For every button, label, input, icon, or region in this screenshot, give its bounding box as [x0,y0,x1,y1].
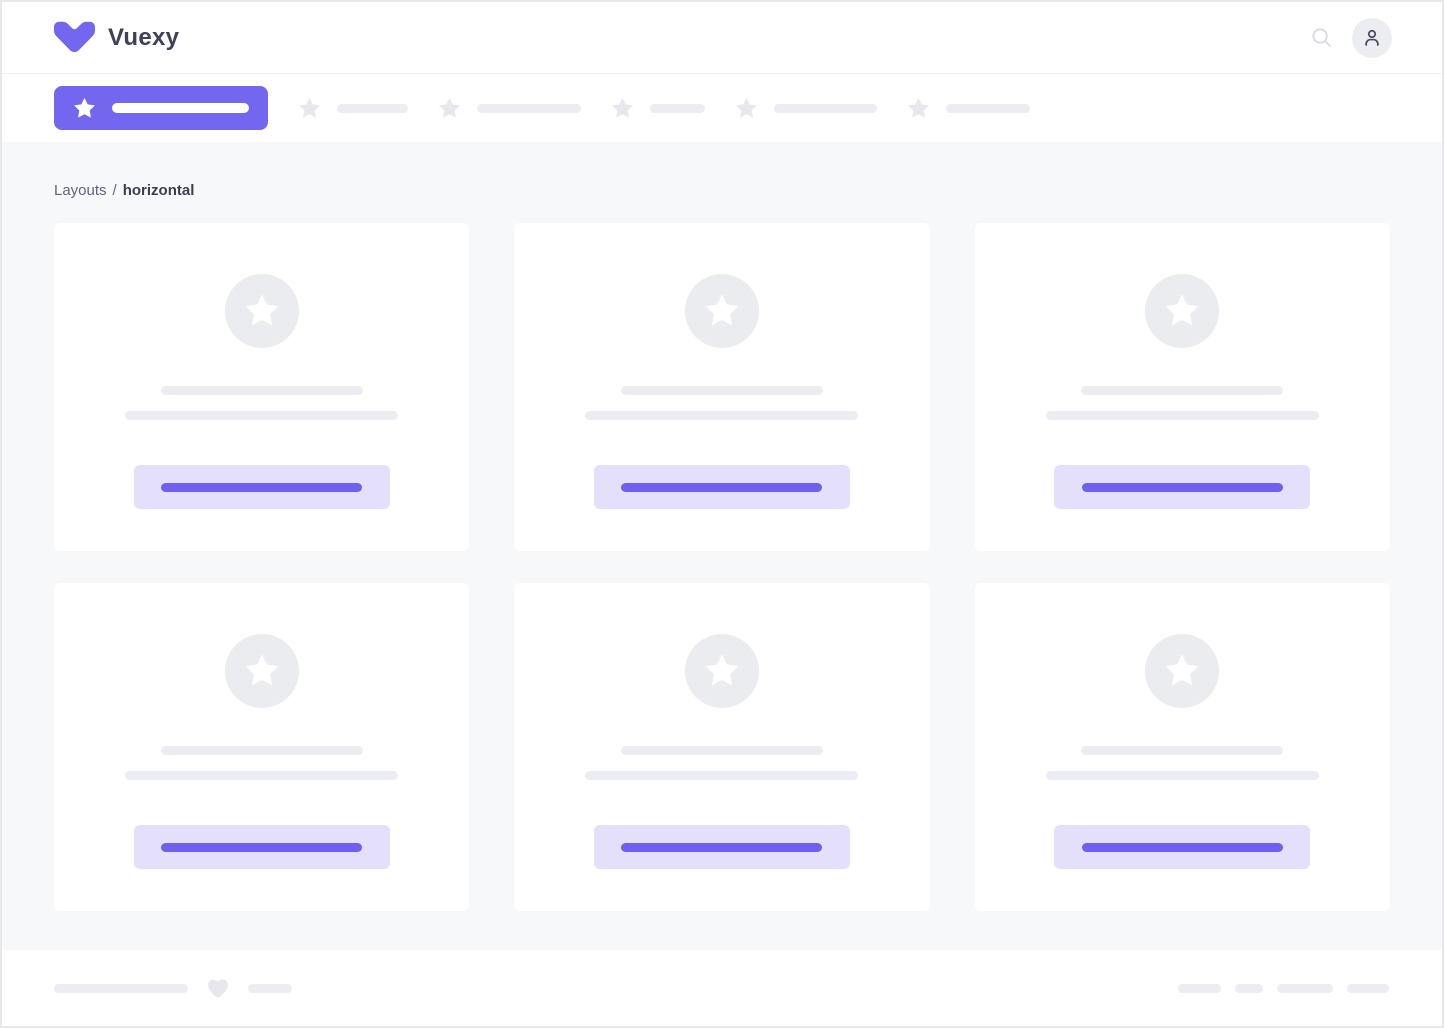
app-header: Vuexy [2,2,1442,74]
placeholder-card-6 [974,583,1390,911]
button-label-placeholder [1081,482,1283,492]
footer-link-placeholder[interactable] [1277,983,1333,993]
card-avatar-circle [684,274,759,348]
button-label-placeholder [621,482,823,492]
card-action-button[interactable] [593,825,850,869]
brand-name: Vuexy [108,23,180,51]
nav-label-placeholder [946,103,1030,113]
page-content: Layouts / horizontal [2,142,1442,950]
person-icon [1365,29,1379,46]
footer-link-placeholder[interactable] [1347,983,1389,993]
star-icon [245,294,278,326]
text-line-placeholder [585,771,859,780]
star-icon [908,97,929,118]
horizontal-navbar [2,74,1442,142]
placeholder-card-5 [514,583,930,911]
card-action-button[interactable] [133,825,390,869]
nav-item-5[interactable] [735,97,877,120]
card-action-button[interactable] [1054,825,1311,869]
footer-link-placeholder[interactable] [1235,983,1263,993]
user-avatar[interactable] [1352,17,1392,58]
text-line-placeholder [160,746,363,755]
button-label-placeholder [161,482,363,492]
text-line-placeholder [1045,771,1319,780]
card-avatar-circle [1145,634,1220,708]
card-avatar-circle [684,634,759,708]
button-label-placeholder [161,842,363,852]
text-line-placeholder [620,386,823,395]
nav-item-6[interactable] [907,97,1030,120]
nav-label-placeholder [112,103,249,113]
nav-label-placeholder [337,103,408,113]
star-icon [299,97,320,118]
text-line-placeholder [160,386,363,395]
app-footer [2,950,1442,1026]
breadcrumb: Layouts / horizontal [54,182,1390,199]
star-icon [705,294,739,326]
text-line-placeholder [125,411,399,420]
nav-item-4[interactable] [611,97,705,120]
star-icon [74,97,95,118]
vuexy-logo-icon [54,20,95,56]
placeholder-card-1 [54,223,470,551]
footer-links [1178,983,1389,993]
text-line-placeholder [125,771,399,780]
breadcrumb-parent[interactable]: Layouts [54,182,107,199]
nav-item-3[interactable] [438,97,581,120]
heart-icon [208,979,228,998]
card-avatar-circle [224,634,299,708]
text-line-placeholder [585,411,859,420]
star-icon [245,654,278,686]
nav-label-placeholder [650,103,705,113]
card-action-button[interactable] [1054,465,1311,509]
footer-link-placeholder[interactable] [1178,983,1221,993]
nav-label-placeholder [477,103,581,113]
nav-item-1-active[interactable] [54,86,268,130]
star-icon [612,97,633,118]
button-label-placeholder [621,842,823,852]
nav-label-placeholder [774,103,877,113]
card-action-button[interactable] [133,465,390,509]
placeholder-card-4 [54,583,470,911]
footer-text-placeholder [248,983,292,993]
text-line-placeholder [620,746,823,755]
star-icon [439,97,460,118]
nav-item-2[interactable] [298,97,408,120]
card-avatar-circle [224,274,299,348]
star-icon [1166,654,1199,686]
star-icon [705,654,739,686]
star-icon [736,97,757,118]
star-icon [1166,294,1199,326]
card-action-button[interactable] [593,465,850,509]
text-line-placeholder [1081,386,1284,395]
brand-logo-link[interactable]: Vuexy [54,20,179,56]
text-line-placeholder [1081,746,1284,755]
text-line-placeholder [1045,411,1319,420]
header-actions [1309,17,1392,58]
search-icon[interactable] [1309,26,1333,50]
footer-left [54,975,292,1001]
placeholder-card-2 [514,223,930,551]
breadcrumb-current: horizontal [122,182,195,199]
card-avatar-circle [1145,274,1220,348]
card-grid [54,223,1390,911]
breadcrumb-separator: / [112,182,117,199]
placeholder-card-3 [974,223,1390,551]
footer-text-placeholder [54,983,188,993]
button-label-placeholder [1081,842,1283,852]
